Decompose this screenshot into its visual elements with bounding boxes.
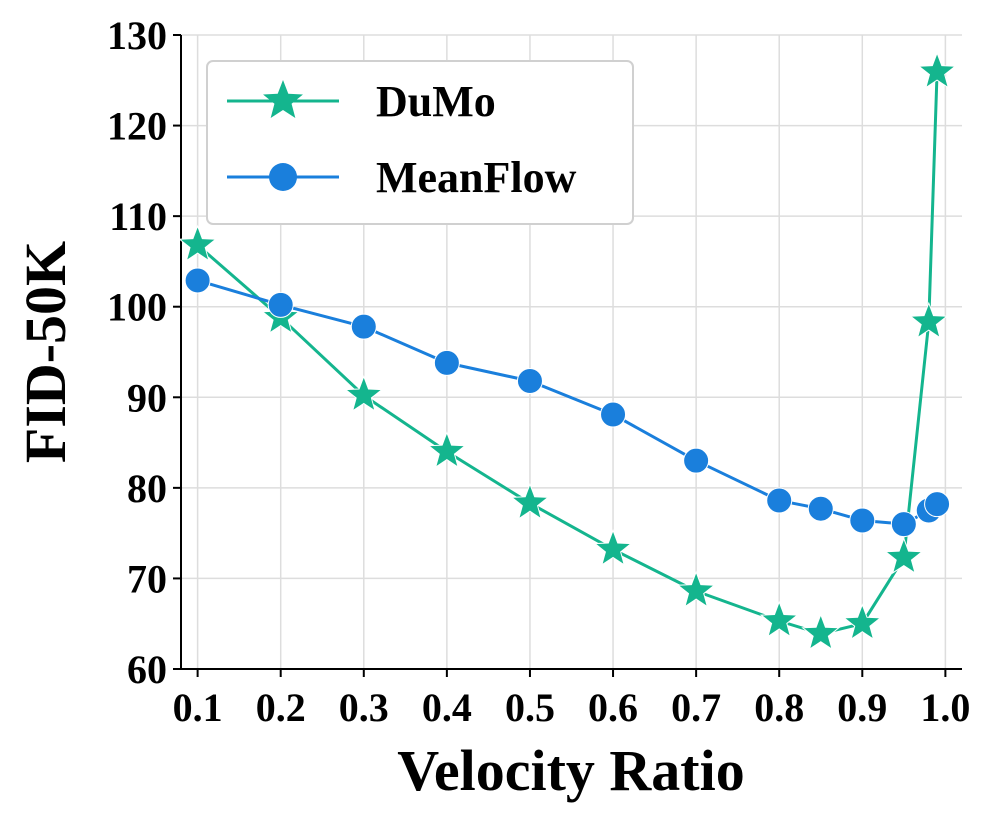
x-tick-label: 0.7 — [671, 685, 721, 730]
legend: DuMo MeanFlow — [206, 60, 634, 225]
data-point-meanflow — [600, 401, 627, 428]
data-point-meanflow — [766, 487, 793, 514]
legend-label-meanflow: MeanFlow — [376, 153, 577, 202]
data-point-dumo — [884, 537, 924, 575]
y-axis-title: FID-50K — [13, 241, 78, 463]
x-tick-label: 0.2 — [256, 685, 306, 730]
series-meanflow — [184, 267, 951, 538]
data-point-dumo — [593, 529, 633, 566]
legend-star-marker — [263, 80, 303, 118]
data-point-dumo — [510, 482, 550, 520]
y-tick-label: 110 — [109, 194, 167, 239]
data-point-meanflow — [267, 291, 294, 318]
x-tick-label: 1.0 — [920, 685, 970, 730]
x-tick-label: 0.1 — [173, 685, 223, 730]
y-tick-label: 120 — [107, 104, 167, 149]
data-point-dumo — [344, 375, 384, 413]
data-point-dumo — [909, 301, 949, 339]
data-point-dumo — [842, 603, 882, 641]
x-ticks: 0.1 0.2 0.3 0.4 0.5 0.6 0.7 0.8 0.9 1.0 — [173, 669, 970, 730]
y-tick-label: 80 — [127, 466, 167, 511]
data-point-dumo — [427, 431, 467, 469]
x-tick-label: 0.5 — [505, 685, 555, 730]
data-point-meanflow — [433, 349, 460, 376]
data-point-meanflow — [516, 367, 543, 394]
series — [178, 51, 957, 651]
x-tick-label: 0.3 — [339, 685, 389, 730]
data-point-meanflow — [184, 267, 211, 294]
y-tick-label: 130 — [107, 13, 167, 58]
legend-circle-marker — [269, 163, 297, 191]
y-tick-label: 100 — [107, 285, 167, 330]
data-point-dumo — [917, 51, 957, 89]
x-tick-label: 0.9 — [837, 685, 887, 730]
axes — [180, 35, 962, 670]
data-point-dumo — [801, 613, 841, 651]
data-point-meanflow — [350, 313, 377, 340]
data-point-meanflow — [890, 511, 917, 538]
x-tick-label: 0.8 — [754, 685, 804, 730]
data-point-dumo — [759, 600, 799, 638]
x-axis-title: Velocity Ratio — [397, 738, 744, 803]
y-ticks: 60 70 80 90 100 110 120 130 — [107, 13, 181, 692]
series-dumo — [178, 51, 957, 651]
x-tick-label: 0.6 — [588, 685, 638, 730]
data-point-meanflow — [849, 507, 876, 534]
data-point-dumo — [676, 570, 716, 608]
y-tick-label: 70 — [127, 556, 167, 601]
x-tick-label: 0.4 — [422, 685, 472, 730]
data-point-meanflow — [683, 447, 710, 474]
y-tick-label: 60 — [127, 647, 167, 692]
data-point-meanflow — [807, 495, 834, 522]
data-point-meanflow — [924, 491, 951, 518]
data-point-dumo — [178, 224, 218, 262]
y-tick-label: 90 — [127, 375, 167, 420]
legend-label-dumo: DuMo — [376, 77, 496, 126]
